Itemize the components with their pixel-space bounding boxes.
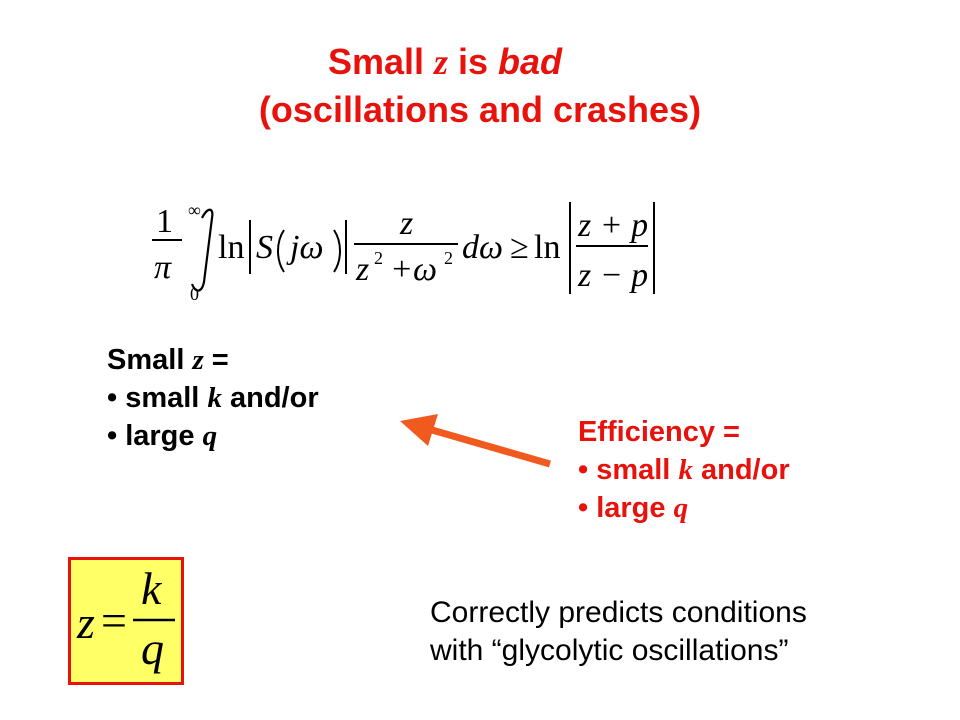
eq-frac-num: 1 — [156, 203, 173, 240]
eq-den-z: z — [355, 251, 369, 288]
eq-int-upper: ∞ — [188, 200, 201, 220]
small-z-definition: Small z = • small k and/or • large q — [107, 341, 319, 455]
formula-box: z = k q — [68, 557, 184, 685]
small-z-bullet-2-var: q — [202, 420, 218, 452]
eq-geq: ≥ — [510, 229, 529, 266]
small-z-bullet-1-prefix: • small — [107, 382, 208, 414]
formula-eq: = — [101, 595, 127, 646]
small-z-heading-var: z — [192, 344, 204, 376]
eq-paren-left — [277, 229, 285, 273]
note-line-2: with “glycolytic oscillations” — [430, 634, 789, 667]
eq-paren-right — [333, 229, 341, 273]
title-line-2: (oscillations and crashes) — [258, 89, 702, 130]
formula-num: k — [141, 563, 163, 614]
eq-S: S — [256, 229, 273, 266]
eq-rhs-num: z + p — [577, 207, 648, 244]
slide-title: Small z is bad (oscillations and crashes… — [0, 38, 960, 134]
sensitivity-integral-equation: 1 π ∞ 0 ln S jω z z 2 +ω 2 dω ≥ ln z + p… — [152, 200, 655, 304]
small-z-bullet-2: • large q — [107, 417, 319, 455]
integral-sign — [190, 208, 214, 292]
efficiency-bullet-2-prefix: • large — [578, 492, 674, 524]
title-mid: is — [448, 41, 499, 82]
eq-ln: ln — [218, 229, 244, 266]
title-line-1: Small z is bad — [0, 38, 960, 86]
efficiency-definition: Efficiency = • small k and/or • large q — [578, 413, 790, 527]
eq-den-exp2: 2 — [444, 248, 453, 268]
eq-ln2: ln — [534, 229, 560, 266]
note-line-1: Correctly predicts conditions — [430, 596, 807, 629]
efficiency-bullet-1: • small k and/or — [578, 451, 790, 489]
efficiency-heading: Efficiency = — [578, 416, 740, 448]
small-z-heading-prefix: Small — [107, 344, 193, 376]
efficiency-bullet-1-prefix: • small — [578, 454, 679, 486]
eq-frac-den: π — [154, 249, 172, 286]
efficiency-bullet-1-var: k — [678, 454, 693, 486]
efficiency-bullet-2-var: q — [673, 492, 689, 524]
formula-lhs: z — [76, 597, 95, 648]
arrow-head — [400, 414, 438, 446]
eq-den-plus-omega: +ω — [390, 251, 437, 288]
eq-int-lower: 0 — [190, 284, 199, 304]
arrow-shaft — [431, 426, 551, 468]
small-z-bullet-1-suffix: and/or — [221, 382, 319, 414]
title-var-z: z — [434, 42, 449, 82]
title-emphasis: bad — [498, 41, 563, 82]
small-z-bullet-2-prefix: • large — [107, 420, 203, 452]
small-z-heading-suffix: = — [203, 344, 229, 376]
eq-z-num: z — [399, 205, 413, 242]
eq-rhs-den: z − p — [577, 257, 648, 294]
eq-domega: dω — [462, 229, 503, 266]
efficiency-bullet-2: • large q — [578, 489, 790, 527]
z-equals-k-over-q: z = k q — [76, 563, 175, 674]
prediction-note: Correctly predicts conditions with “glyc… — [430, 594, 807, 670]
small-z-heading: Small z = — [107, 341, 319, 379]
eq-jomega: jω — [286, 229, 323, 266]
small-z-bullet-1: • small k and/or — [107, 379, 319, 417]
efficiency-bullet-1-suffix: and/or — [692, 454, 790, 486]
small-z-bullet-1-var: k — [207, 382, 222, 414]
eq-den-exp: 2 — [374, 248, 383, 268]
formula-den: q — [141, 623, 164, 674]
title-prefix: Small — [327, 41, 434, 82]
